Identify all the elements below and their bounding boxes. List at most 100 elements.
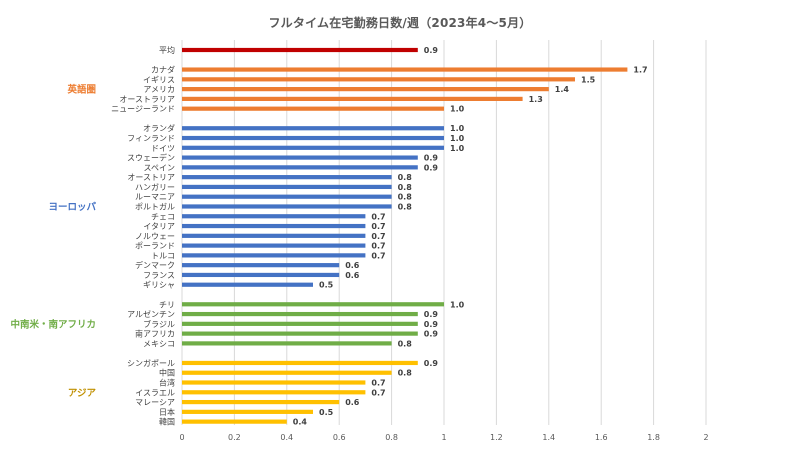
x-tick-label: 0 bbox=[179, 433, 184, 442]
category-label: ハンガリー bbox=[135, 182, 175, 192]
x-tick-label: 1.2 bbox=[490, 433, 503, 442]
bar bbox=[182, 419, 287, 424]
category-label: 台湾 bbox=[159, 378, 175, 388]
category-label: アルゼンチン bbox=[127, 309, 175, 319]
category-label: 日本 bbox=[159, 407, 175, 417]
data-label: 0.9 bbox=[424, 310, 439, 319]
bar bbox=[182, 243, 366, 248]
bar bbox=[182, 233, 366, 238]
x-tick-label: 1.6 bbox=[595, 433, 608, 442]
bar bbox=[182, 272, 340, 278]
data-label: 0.8 bbox=[398, 173, 413, 182]
category-label: フィンランド bbox=[127, 134, 175, 143]
data-label: 1.7 bbox=[633, 66, 647, 75]
bar bbox=[182, 87, 549, 92]
bar bbox=[182, 311, 418, 317]
bar bbox=[182, 155, 418, 160]
bar bbox=[182, 106, 444, 111]
data-label: 1.0 bbox=[450, 124, 465, 133]
category-label: ギリシャ bbox=[143, 281, 175, 290]
bar bbox=[182, 126, 444, 131]
data-label: 0.5 bbox=[319, 408, 334, 417]
bar bbox=[182, 390, 366, 395]
data-label: 0.6 bbox=[345, 261, 360, 270]
data-label: 0.9 bbox=[424, 46, 439, 55]
data-label: 1.0 bbox=[450, 105, 465, 114]
data-label: 0.8 bbox=[398, 183, 413, 192]
data-label: 1.0 bbox=[450, 144, 465, 153]
category-label: チェコ bbox=[151, 212, 175, 221]
data-label: 0.9 bbox=[424, 320, 439, 329]
category-label: ブラジル bbox=[143, 319, 175, 329]
category-label: ドイツ bbox=[151, 144, 175, 153]
data-label: 0.6 bbox=[345, 271, 360, 280]
bar bbox=[182, 321, 418, 326]
category-label: スウェーデン bbox=[127, 153, 175, 163]
data-label: 0.9 bbox=[424, 330, 439, 339]
chart-title: フルタイム在宅勤務日数/週（2023年4～5月） bbox=[268, 16, 532, 30]
category-label: ルーマニア bbox=[135, 193, 175, 202]
group-label: ヨーロッパ bbox=[48, 201, 96, 213]
bar bbox=[182, 175, 392, 180]
category-label: アメリカ bbox=[143, 85, 175, 94]
data-label: 0.7 bbox=[371, 251, 385, 260]
bar bbox=[182, 253, 366, 258]
data-label: 0.7 bbox=[371, 212, 385, 221]
data-label: 0.8 bbox=[398, 339, 413, 348]
data-label: 1.5 bbox=[581, 75, 596, 84]
data-label: 1.0 bbox=[450, 300, 465, 309]
data-label: 0.6 bbox=[345, 398, 360, 407]
bar bbox=[182, 223, 366, 229]
data-label: 1.3 bbox=[529, 95, 543, 104]
x-tick-label: 0.4 bbox=[280, 433, 293, 442]
data-label: 0.8 bbox=[398, 202, 413, 211]
data-label: 0.8 bbox=[398, 369, 413, 378]
category-label: スペイン bbox=[144, 163, 175, 172]
group-label: アジア bbox=[68, 388, 97, 399]
category-label: トルコ bbox=[151, 251, 175, 260]
data-label: 0.7 bbox=[371, 232, 385, 241]
bar bbox=[182, 47, 418, 53]
bar bbox=[182, 370, 392, 375]
category-label: チリ bbox=[159, 300, 175, 309]
category-label: 南アフリカ bbox=[135, 329, 175, 339]
bar bbox=[182, 77, 575, 82]
category-label: マレーシア bbox=[135, 398, 175, 407]
category-label: メキシコ bbox=[143, 339, 175, 348]
bar bbox=[182, 331, 418, 336]
category-label: オーストラリア bbox=[119, 95, 175, 104]
bar bbox=[182, 409, 313, 414]
data-label: 0.7 bbox=[371, 388, 385, 397]
x-tick-label: 2 bbox=[703, 433, 708, 442]
bar bbox=[182, 135, 444, 141]
data-label: 0.7 bbox=[371, 242, 385, 251]
category-label: カナダ bbox=[151, 65, 175, 75]
data-label: 0.5 bbox=[319, 281, 334, 290]
category-label: フランス bbox=[143, 271, 175, 280]
category-label: イスラエル bbox=[135, 388, 175, 397]
category-label: 中国 bbox=[159, 368, 175, 378]
data-label: 1.0 bbox=[450, 134, 465, 143]
data-label: 0.9 bbox=[424, 154, 439, 163]
bar bbox=[182, 165, 418, 170]
bar bbox=[182, 360, 418, 366]
data-label: 0.9 bbox=[424, 163, 439, 172]
bar bbox=[182, 263, 340, 268]
x-tick-label: 1.4 bbox=[542, 433, 555, 442]
bar bbox=[182, 194, 392, 199]
category-label: ポルトガル bbox=[135, 201, 175, 211]
bar bbox=[182, 302, 444, 307]
category-label: イタリア bbox=[143, 222, 175, 231]
bar bbox=[182, 67, 628, 72]
category-label: ノルウェー bbox=[135, 232, 175, 241]
bar bbox=[182, 184, 392, 190]
x-tick-label: 0.8 bbox=[385, 433, 398, 442]
category-label: オーストリア bbox=[127, 173, 175, 182]
category-label: ニュージーランド bbox=[111, 105, 175, 114]
bar bbox=[182, 380, 366, 385]
category-label: ポーランド bbox=[135, 242, 175, 251]
data-label: 1.4 bbox=[555, 85, 570, 94]
data-label: 0.8 bbox=[398, 193, 413, 202]
